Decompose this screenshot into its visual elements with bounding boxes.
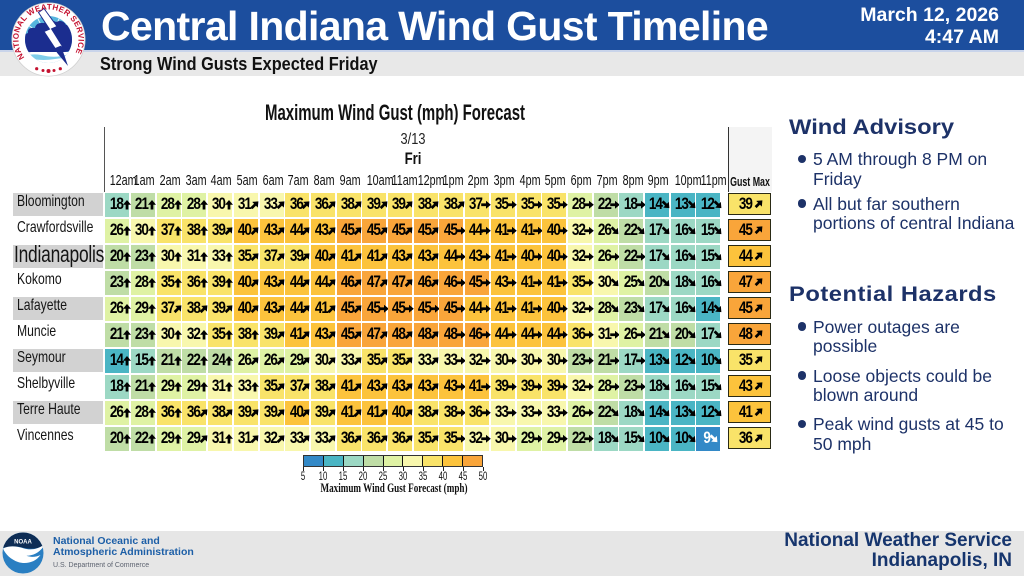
svg-text:NOAA: NOAA [14, 540, 32, 546]
